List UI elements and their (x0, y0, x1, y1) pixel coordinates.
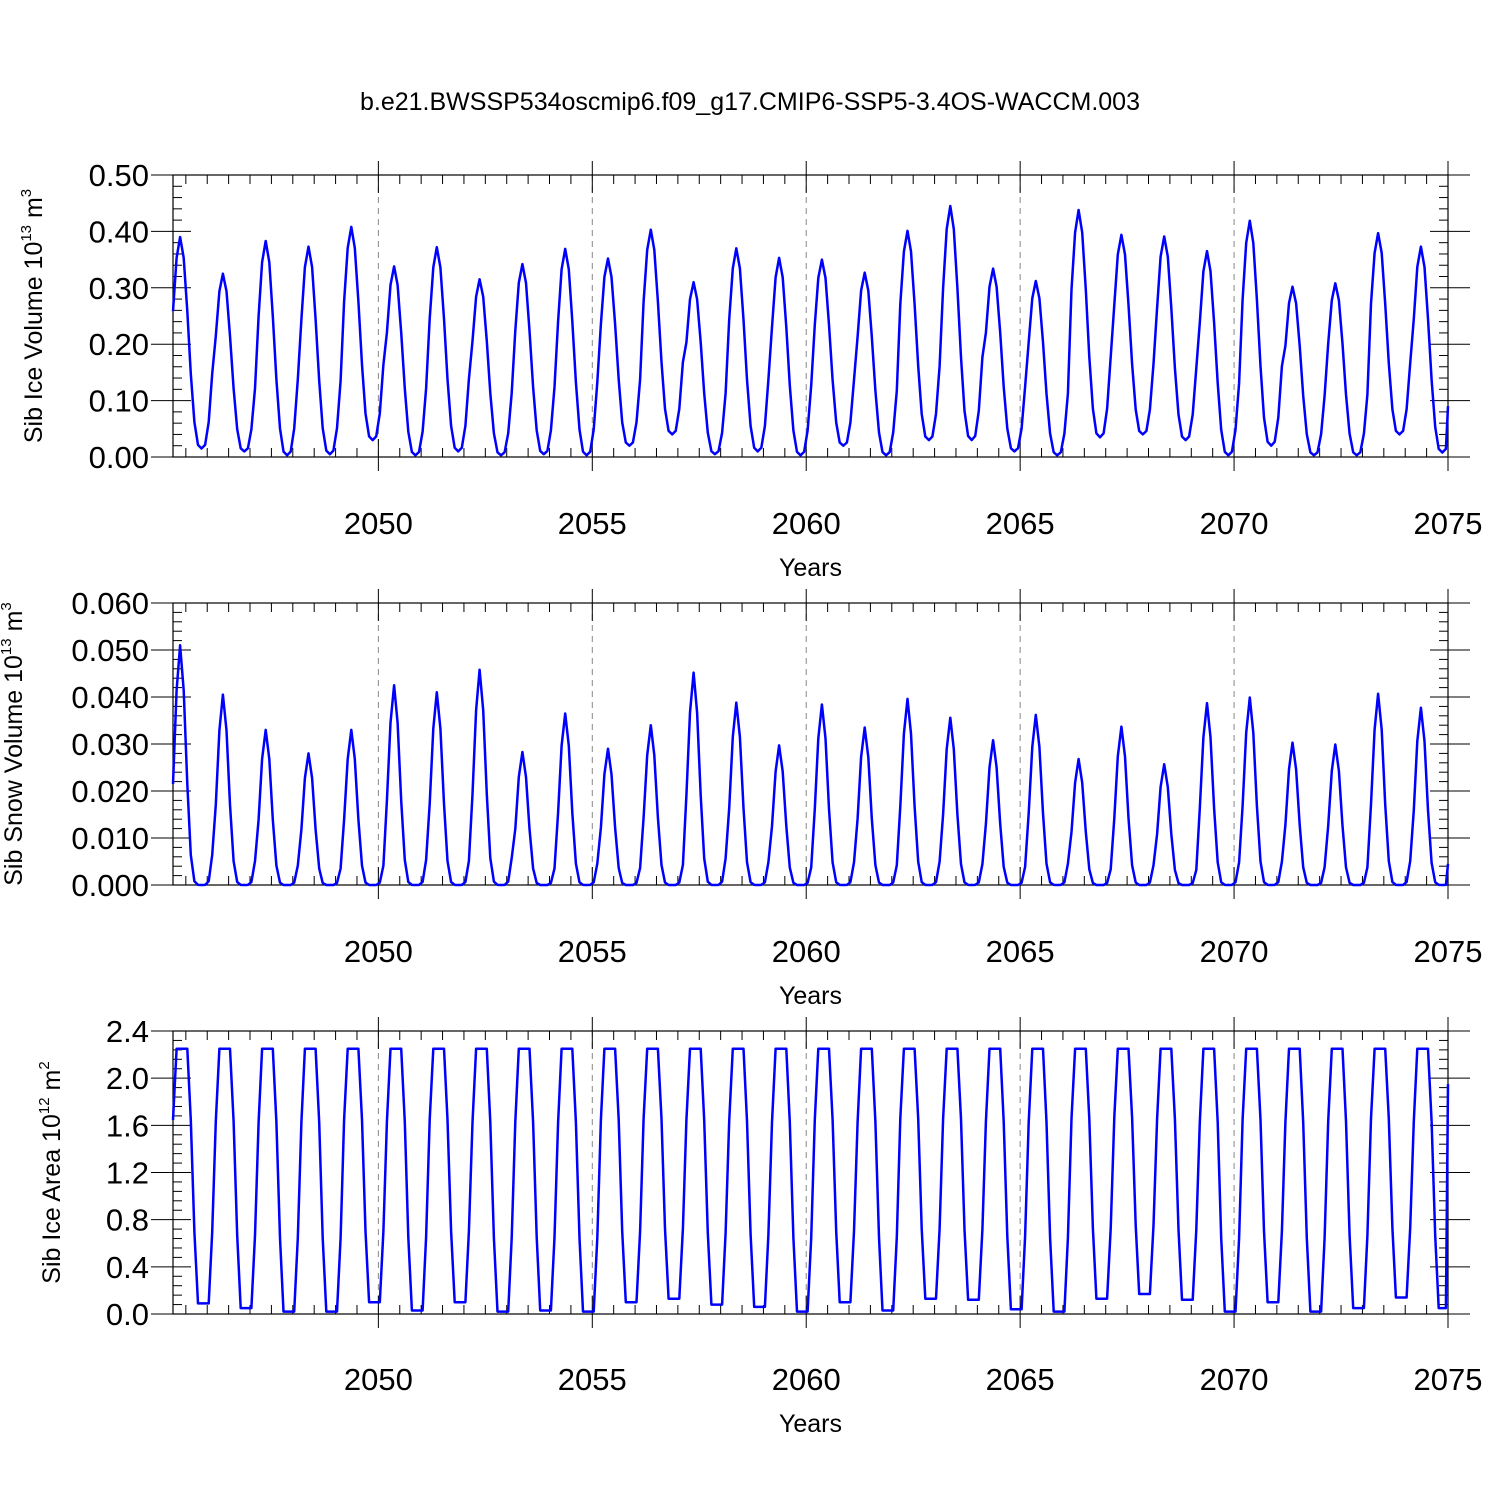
snow-volume-xtick-label: 2070 (1200, 934, 1269, 969)
snow-volume-ytick-label: 0.020 (71, 774, 149, 809)
ice-volume-ytick-label: 0.20 (89, 327, 149, 362)
snow-volume-ytick-label: 0.000 (71, 868, 149, 903)
snow-volume-ytick-label: 0.010 (71, 821, 149, 856)
snow-volume-ytick-label: 0.050 (71, 633, 149, 668)
ice-volume-xtick-label: 2065 (986, 506, 1055, 541)
ice-area-ytick-label: 2.0 (106, 1061, 149, 1096)
ice-area-xtick-label: 2055 (558, 1362, 627, 1397)
ice-volume-xtick-label: 2050 (344, 506, 413, 541)
ice-volume-xtick-label: 2055 (558, 506, 627, 541)
ice-volume-ylabel: Sib Ice Volume 1013 m3 (18, 189, 48, 443)
ice-area-xtick-label: 2070 (1200, 1362, 1269, 1397)
ice-volume-panel: 0.00 0.10 0.20 0.30 0.40 0.50 2050 2055 2060 2065… (18, 158, 1482, 582)
snow-volume-ylabel: Sib Snow Volume 1013 m3 (0, 602, 28, 886)
snow-volume-xtick-label: 2050 (344, 934, 413, 969)
ice-volume-xtick-label: 2075 (1414, 506, 1483, 541)
snow-volume-panel: 0.000 0.010 0.020 0.030 0.040 0.050 0.060 2050 2… (0, 586, 1482, 1010)
snow-volume-xtick-label: 2075 (1414, 934, 1483, 969)
snow-volume-frame (172, 602, 1449, 886)
ice-volume-ytick-label: 0.50 (89, 158, 149, 193)
ice-volume-ytick-label: 0.40 (89, 214, 149, 249)
ice-volume-series-line (171, 204, 1450, 457)
snow-volume-ytick-label: 0.060 (71, 586, 149, 621)
ice-area-xtick-label: 2075 (1414, 1362, 1483, 1397)
ice-area-ytick-label: 0.8 (106, 1203, 149, 1238)
ice-area-xtick-label: 2065 (986, 1362, 1055, 1397)
snow-volume-xtick-label: 2060 (772, 934, 841, 969)
ice-area-xtick-label: 2050 (344, 1362, 413, 1397)
ice-volume-xlabel: Years (779, 554, 842, 582)
ice-volume-ytick-label: 0.00 (89, 440, 149, 475)
ice-area-panel: 0.0 0.4 0.8 1.2 1.6 2.0 2.4 2050 2055 2060 2065 207… (36, 1014, 1482, 1438)
snow-volume-xtick-label: 2055 (558, 934, 627, 969)
snow-volume-series-line (171, 644, 1450, 887)
snow-volume-ytick-label: 0.030 (71, 727, 149, 762)
ice-area-ytick-label: 1.6 (106, 1108, 149, 1143)
ice-area-ytick-label: 1.2 (106, 1156, 149, 1191)
ice-volume-xtick-label: 2060 (772, 506, 841, 541)
ice-area-xtick-label: 2060 (772, 1362, 841, 1397)
snow-volume-xlabel: Years (779, 982, 842, 1010)
snow-volume-xtick-label: 2065 (986, 934, 1055, 969)
figure-title: b.e21.BWSSP534oscmip6.f09_g17.CMIP6-SSP5… (360, 88, 1140, 116)
ice-volume-frame (172, 174, 1449, 458)
ice-area-series-line (171, 1047, 1450, 1313)
ice-area-ytick-label: 2.4 (106, 1014, 149, 1049)
ice-volume-ytick-label: 0.10 (89, 384, 149, 419)
ice-area-ytick-label: 0.4 (106, 1250, 149, 1285)
ice-volume-xtick-label: 2070 (1200, 506, 1269, 541)
ice-area-ytick-label: 0.0 (106, 1297, 149, 1332)
ice-volume-ytick-label: 0.30 (89, 271, 149, 306)
ice-area-xlabel: Years (779, 1410, 842, 1438)
ice-area-ylabel: Sib Ice Area 1012 m2 (36, 1061, 66, 1283)
snow-volume-ytick-label: 0.040 (71, 680, 149, 715)
